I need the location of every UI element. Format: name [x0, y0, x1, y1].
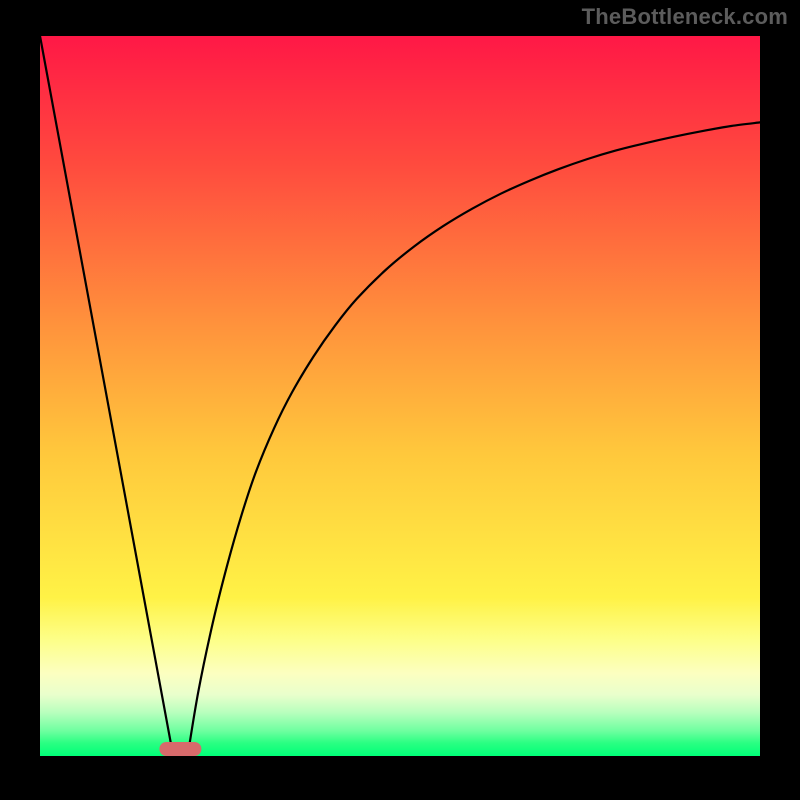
plot-background	[40, 36, 760, 756]
watermark-text: TheBottleneck.com	[582, 4, 788, 30]
bottleneck-chart	[0, 0, 800, 800]
optimal-marker	[159, 742, 201, 756]
chart-container: TheBottleneck.com	[0, 0, 800, 800]
